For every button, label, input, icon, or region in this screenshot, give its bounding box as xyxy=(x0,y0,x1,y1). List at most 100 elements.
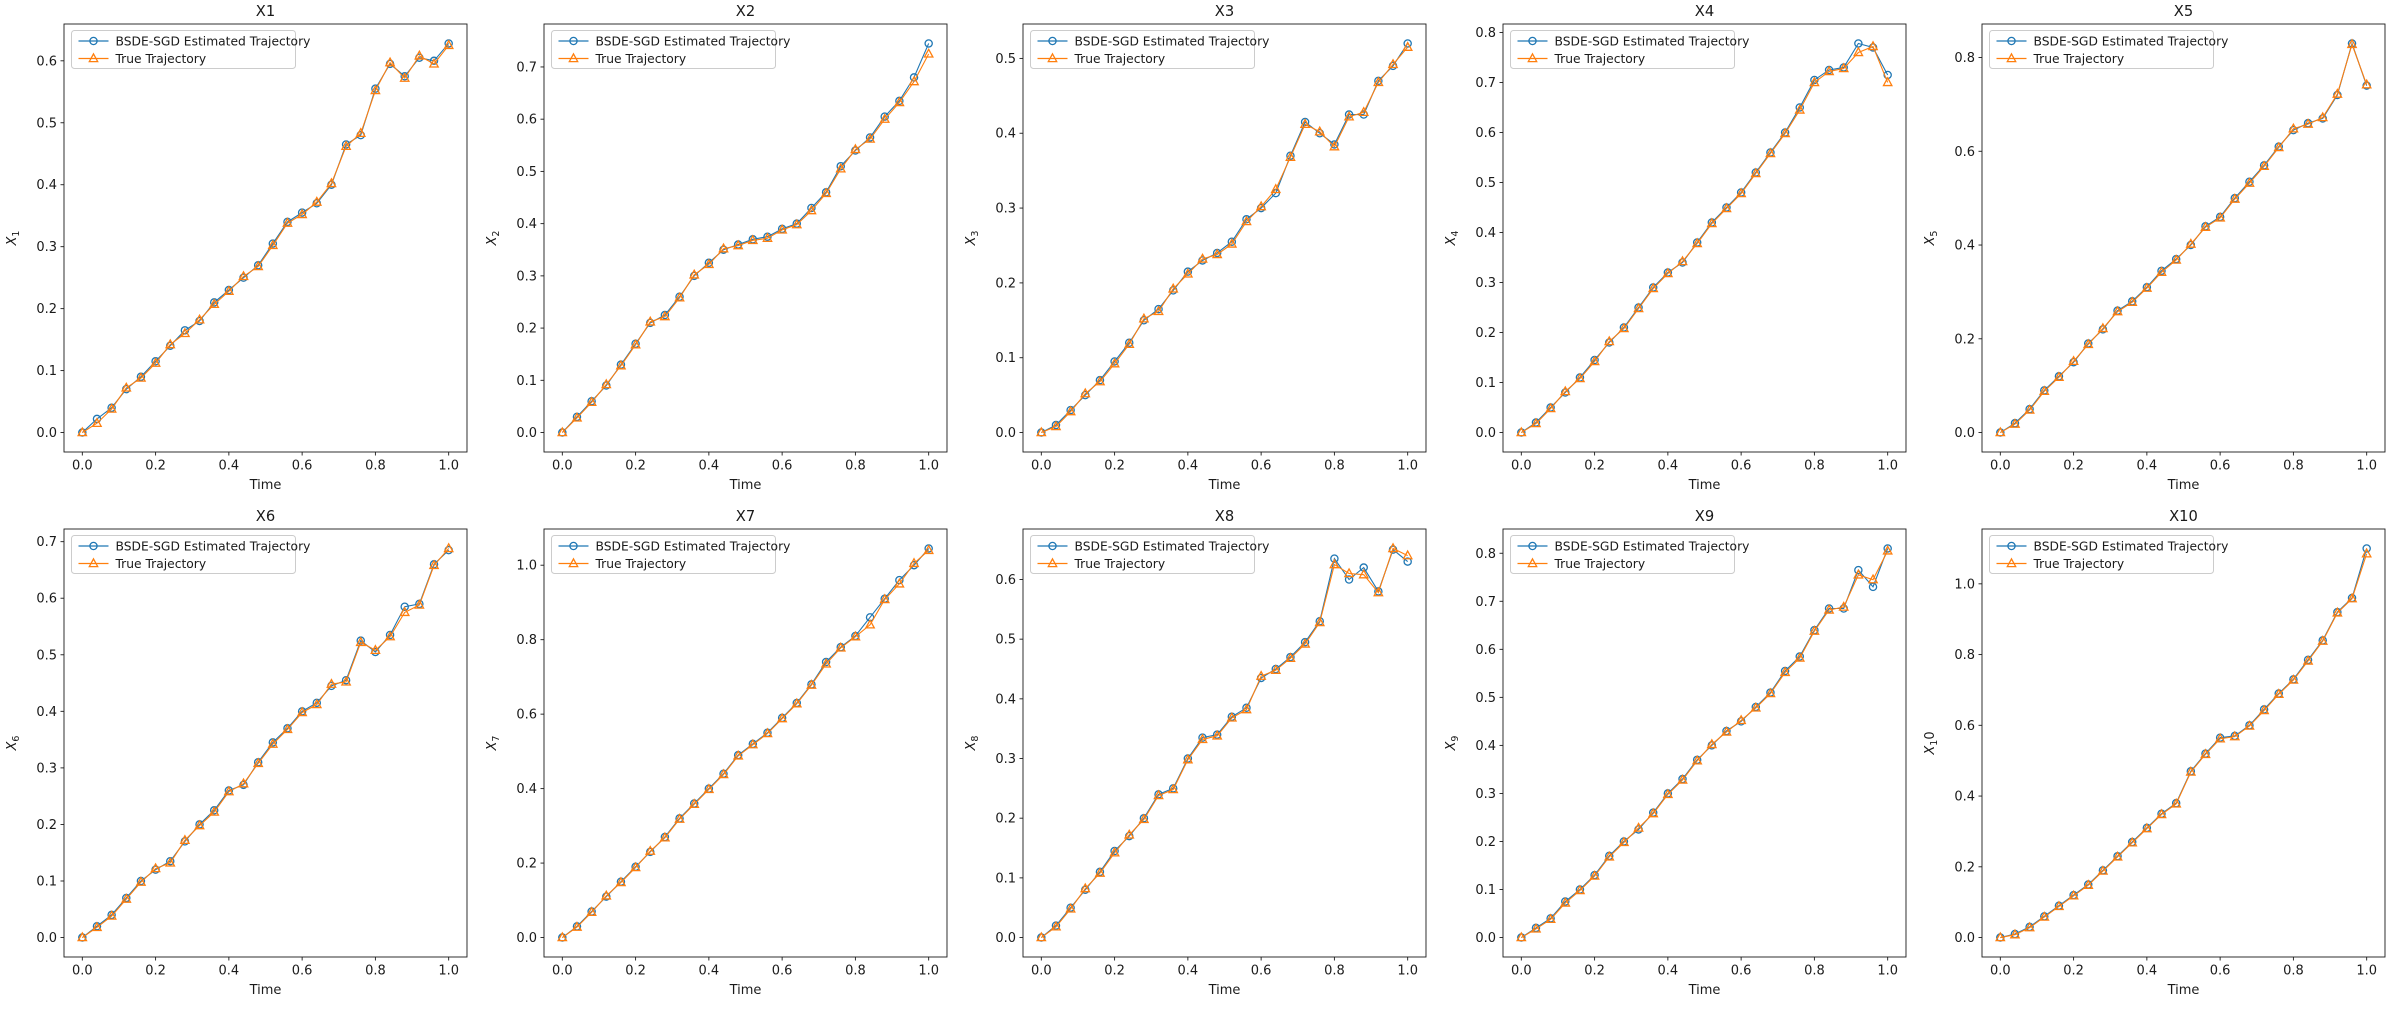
triangle-marker xyxy=(252,260,264,271)
triangle-marker xyxy=(1545,402,1556,413)
triangle-marker xyxy=(179,327,191,338)
triangle-marker xyxy=(2039,385,2050,396)
y-tick-label: 0.6 xyxy=(1475,126,1496,141)
triangle-marker xyxy=(238,270,249,281)
triangle-marker xyxy=(1387,541,1399,552)
x-tick-label: 0.0 xyxy=(1511,963,1532,978)
circle-marker xyxy=(400,601,409,611)
triangle-marker xyxy=(1094,866,1106,877)
x-axis-label: Time xyxy=(728,982,761,997)
x-tick-label: 0.0 xyxy=(1511,458,1532,473)
x-axis-label: Time xyxy=(2167,982,2200,997)
triangle-marker xyxy=(717,242,729,253)
triangle-marker xyxy=(2317,111,2329,122)
x-tick-label: 0.0 xyxy=(552,458,573,473)
triangle-marker xyxy=(556,426,568,437)
legend-box xyxy=(70,534,296,574)
triangle-marker xyxy=(1036,426,1047,437)
x-tick-label: 0.4 xyxy=(698,963,719,978)
x-tick-label: 0.8 xyxy=(1324,963,1345,978)
triangle-marker xyxy=(135,372,147,382)
y-tick-label: 0.1 xyxy=(996,871,1017,886)
triangle-marker xyxy=(629,861,641,871)
triangle-marker xyxy=(2244,719,2256,730)
triangle-marker xyxy=(2185,238,2197,248)
subplot-title: X2 xyxy=(735,3,754,20)
circle-marker xyxy=(1048,36,1057,46)
triangle-marker xyxy=(659,310,670,321)
triangle-marker xyxy=(615,359,626,370)
triangle-marker xyxy=(414,49,425,60)
x-tick-label: 0.0 xyxy=(72,458,93,473)
estimated-trajectory-line xyxy=(561,547,929,938)
triangle-marker xyxy=(1358,106,1370,117)
y-tick-label: 0.0 xyxy=(1475,426,1496,441)
triangle-marker xyxy=(2112,850,2124,861)
triangle-marker xyxy=(296,208,308,219)
plot-area xyxy=(1981,528,2386,957)
triangle-marker xyxy=(1124,828,1135,839)
legend-box xyxy=(1989,534,2215,574)
legend: BSDE-SGD Estimated Trajectory True Trajec… xyxy=(550,30,790,70)
circle-marker xyxy=(568,36,578,46)
triangle-marker xyxy=(1574,372,1586,383)
triangle-marker xyxy=(805,204,817,215)
triangle-marker xyxy=(2141,282,2153,292)
triangle-marker xyxy=(1589,869,1600,880)
triangle-marker xyxy=(615,875,626,886)
x-tick-label: 1.0 xyxy=(2357,963,2378,978)
subplot-X7: X7 0.0 0.2 0.4 0.6 0.8 1.0 0.0 0.2 0.4 0.6 0.8 1.0 Ti… xyxy=(480,505,960,1009)
y-axis-label: X9 xyxy=(1444,735,1461,751)
x-tick-label: 1.0 xyxy=(1877,458,1898,473)
triangle-marker xyxy=(1212,248,1223,259)
legend-label: True Trajectory xyxy=(2033,556,2125,570)
true-trajectory-line xyxy=(1520,45,1888,434)
true-trajectory-line xyxy=(82,44,450,434)
subplot-X2: X2 0.0 0.2 0.4 0.6 0.8 1.0 0.0 0.1 0.2 0.3 0.4 0.5 0.… xyxy=(480,0,960,505)
y-tick-label: 0.5 xyxy=(1475,690,1496,705)
x-tick-label: 0.0 xyxy=(1990,458,2011,473)
triangle-marker xyxy=(384,630,396,640)
triangle-marker xyxy=(267,239,279,250)
legend-box xyxy=(1989,30,2215,70)
plot-canvas-X4: X4 0.0 0.2 0.4 0.6 0.8 1.0 0.0 0.1 0.2 0.3 0.4 0.5 0.… xyxy=(1444,3,1907,493)
legend-label: BSDE-SGD Estimated Trajectory xyxy=(1554,34,1749,48)
x-tick-label: 0.0 xyxy=(72,963,93,978)
subplot-X1: X1 0.0 0.2 0.4 0.6 0.8 1.0 0.0 0.1 0.2 0.3 0.4 0.5 0.… xyxy=(0,0,480,505)
triangle-marker xyxy=(414,598,425,609)
subplot-title: X5 xyxy=(2174,3,2193,20)
triangle-marker xyxy=(355,635,367,646)
circle-marker xyxy=(1795,103,1804,112)
subplot-X3: X3 0.0 0.2 0.4 0.6 0.8 1.0 0.0 0.1 0.2 0.3 0.4 0.5 Ti… xyxy=(959,0,1439,505)
y-tick-label: 0.0 xyxy=(516,426,537,441)
y-tick-label: 1.0 xyxy=(516,558,537,573)
y-tick-label: 0.5 xyxy=(516,165,537,180)
triangle-marker xyxy=(673,291,685,302)
estimated-trajectory-line xyxy=(561,43,929,433)
plot-canvas-X7: X7 0.0 0.2 0.4 0.6 0.8 1.0 0.0 0.2 0.4 0.6 0.8 1.0 Ti… xyxy=(485,508,948,997)
y-tick-label: 0.2 xyxy=(516,856,537,871)
triangle-marker xyxy=(120,381,132,392)
y-axis-label: X6 xyxy=(5,735,22,751)
x-tick-label: 1.0 xyxy=(1877,963,1898,978)
y-tick-label: 1.0 xyxy=(1955,577,1976,592)
y-tick-label: 0.7 xyxy=(36,535,57,550)
triangle-marker xyxy=(2083,338,2094,349)
triangle-marker xyxy=(1779,665,1791,676)
triangle-marker xyxy=(1852,46,1864,57)
x-tick-label: 0.6 xyxy=(1251,458,1272,473)
triangle-marker xyxy=(1995,931,2007,941)
legend-label: BSDE-SGD Estimated Trajectory xyxy=(595,34,790,48)
triangle-marker xyxy=(88,557,99,567)
y-tick-label: 0.1 xyxy=(1475,376,1496,391)
triangle-marker xyxy=(326,177,337,188)
true-trajectory-line xyxy=(1520,550,1888,938)
triangle-marker xyxy=(1633,302,1644,313)
y-tick-label: 0.4 xyxy=(1955,789,1976,804)
legend-box xyxy=(1030,30,1256,70)
triangle-marker xyxy=(179,833,191,844)
triangle-marker xyxy=(2097,322,2109,333)
x-tick-label: 0.2 xyxy=(1104,963,1125,978)
triangle-marker xyxy=(120,892,132,903)
triangle-marker xyxy=(150,862,161,872)
